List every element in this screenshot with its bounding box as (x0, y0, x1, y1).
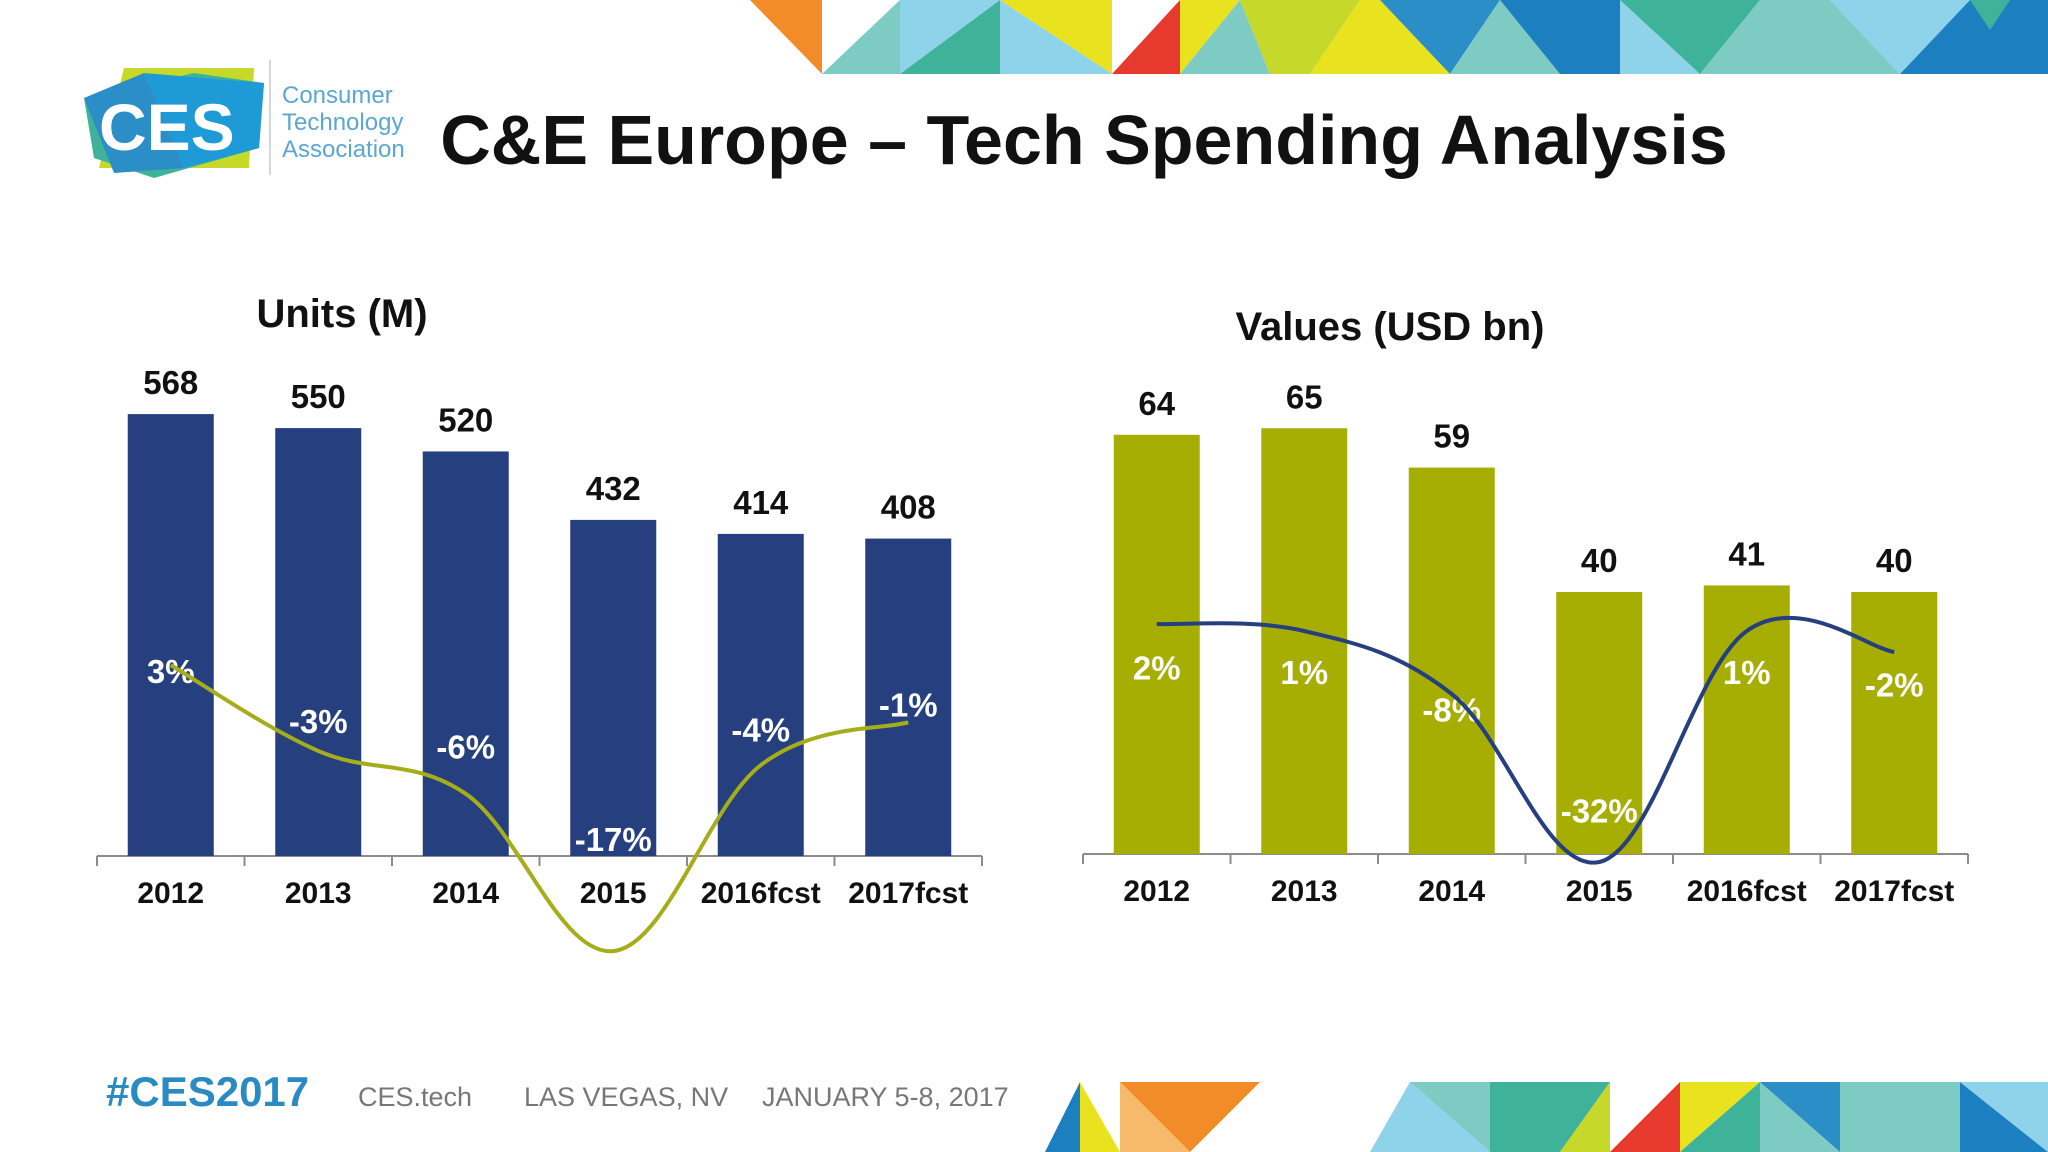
chart2-growth-label: -2% (1865, 666, 1924, 703)
chart1-bar (422, 451, 509, 856)
chart1-bar (275, 428, 362, 856)
chart2-growth-label: 1% (1723, 654, 1771, 691)
chart1-growth-label: -3% (289, 703, 348, 740)
chart2-bar (1556, 592, 1643, 854)
chart1-value-label: 408 (881, 489, 936, 526)
chart1-growth-label: 3% (147, 653, 195, 690)
logo-line-1: Consumer (282, 82, 393, 109)
chart2-bar (1851, 592, 1938, 854)
footer-location: LAS VEGAS, NV (524, 1082, 729, 1112)
logo-mark: CES (99, 90, 235, 164)
logo-line-3: Association (282, 136, 405, 163)
chart1-value-label: 550 (291, 378, 346, 415)
chart1-category-label: 2013 (285, 877, 352, 910)
chart2-value-label: 40 (1876, 542, 1913, 579)
chart2-bar (1113, 434, 1200, 854)
chart1-growth-line (169, 663, 909, 954)
footer-hashtag: #CES2017 (106, 1068, 310, 1115)
chart2-growth-label: -8% (1422, 692, 1481, 729)
chart1-bar (865, 538, 952, 856)
bottom-decorative-banner (1045, 1082, 2048, 1152)
chart2-growth-line (1156, 615, 1895, 865)
chart1-growth-label: -4% (731, 712, 790, 749)
logo-wordmark: Consumer Technology Association (282, 82, 405, 163)
footer-dates: JANUARY 5-8, 2017 (762, 1082, 1009, 1112)
chart2-value-label: 41 (1728, 535, 1765, 572)
chart2-value-label: 59 (1433, 418, 1470, 455)
chart2-category-label: 2014 (1418, 875, 1485, 908)
chart1-value-label: 520 (438, 401, 493, 438)
chart2-bar (1408, 467, 1495, 854)
top-decorative-banner (750, 0, 2048, 74)
chart2-value-label: 40 (1581, 542, 1618, 579)
chart1-value-label: 432 (586, 470, 641, 507)
chart1-bar (127, 414, 214, 856)
chart2-bar (1703, 585, 1790, 854)
chart1-category-label: 2014 (432, 877, 499, 910)
chart2-category-label: 2013 (1271, 875, 1338, 908)
ces-logo: CES (84, 68, 264, 178)
logo-divider (269, 60, 271, 175)
chart1-title: Units (M) (256, 292, 427, 336)
chart2-value-label: 64 (1138, 385, 1175, 422)
footer-site: CES.tech (358, 1082, 473, 1112)
chart2-bar (1261, 428, 1348, 854)
chart2-value-label: 65 (1286, 378, 1323, 415)
chart2-growth-label: -32% (1561, 792, 1638, 829)
chart2-category-label: 2015 (1566, 875, 1633, 908)
chart1-value-label: 568 (143, 364, 198, 401)
page-title: C&E Europe – Tech Spending Analysis (440, 101, 1728, 179)
chart1-growth-label: -1% (879, 686, 938, 723)
chart1-category-label: 2017fcst (848, 877, 968, 910)
chart1-bar (717, 533, 804, 856)
logo-line-2: Technology (282, 109, 404, 136)
footer: #CES2017 CES.tech LAS VEGAS, NV JANUARY … (0, 1068, 2048, 1118)
chart2-growth-label: 2% (1133, 650, 1181, 687)
chart1-category-label: 2015 (580, 877, 647, 910)
chart1-category-label: 2016fcst (701, 877, 821, 910)
chart2-title: Values (USD bn) (1236, 305, 1545, 349)
chart1-growth-label: -6% (436, 728, 495, 765)
chart2-growth-label: 1% (1280, 654, 1328, 691)
chart2-category-label: 2016fcst (1687, 875, 1807, 908)
chart2-category-label: 2017fcst (1834, 875, 1954, 908)
chart2-category-label: 2012 (1123, 875, 1190, 908)
chart1-value-label: 414 (733, 484, 789, 521)
chart1-bar (570, 519, 657, 856)
chart1-category-label: 2012 (137, 877, 204, 910)
chart1-growth-label: -17% (575, 821, 652, 858)
